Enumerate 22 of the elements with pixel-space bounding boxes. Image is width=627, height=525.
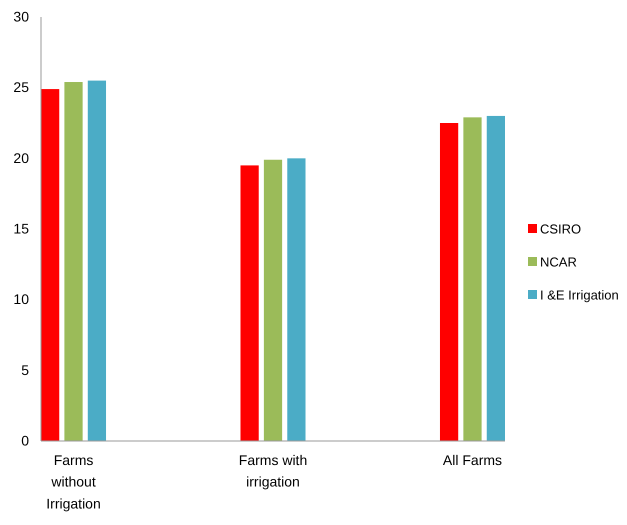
bar — [440, 123, 458, 441]
y-tick-label: 15 — [13, 220, 30, 236]
y-tick-label: 25 — [13, 79, 30, 96]
bar — [287, 158, 306, 441]
bar — [486, 116, 505, 441]
y-tick-label: 20 — [13, 150, 30, 166]
y-tick-label: 10 — [13, 291, 30, 308]
bar — [64, 82, 83, 441]
bar — [240, 165, 259, 441]
bar — [264, 160, 282, 441]
legend-label: I &E Irrigation — [540, 288, 619, 303]
x-tick-label: All Farms — [442, 452, 502, 468]
y-tick-label: 30 — [13, 8, 30, 24]
bar — [463, 117, 482, 441]
x-tick-label: Farms without Irrigation — [46, 452, 101, 512]
x-tick-label: Farms with irrigation — [238, 452, 308, 490]
legend-label: CSIRO — [540, 222, 582, 237]
legend-label: NCAR — [540, 254, 577, 270]
y-tick-label: 0 — [21, 432, 30, 448]
bar — [41, 89, 60, 441]
bar — [88, 80, 106, 441]
y-tick-label: 5 — [21, 362, 30, 378]
